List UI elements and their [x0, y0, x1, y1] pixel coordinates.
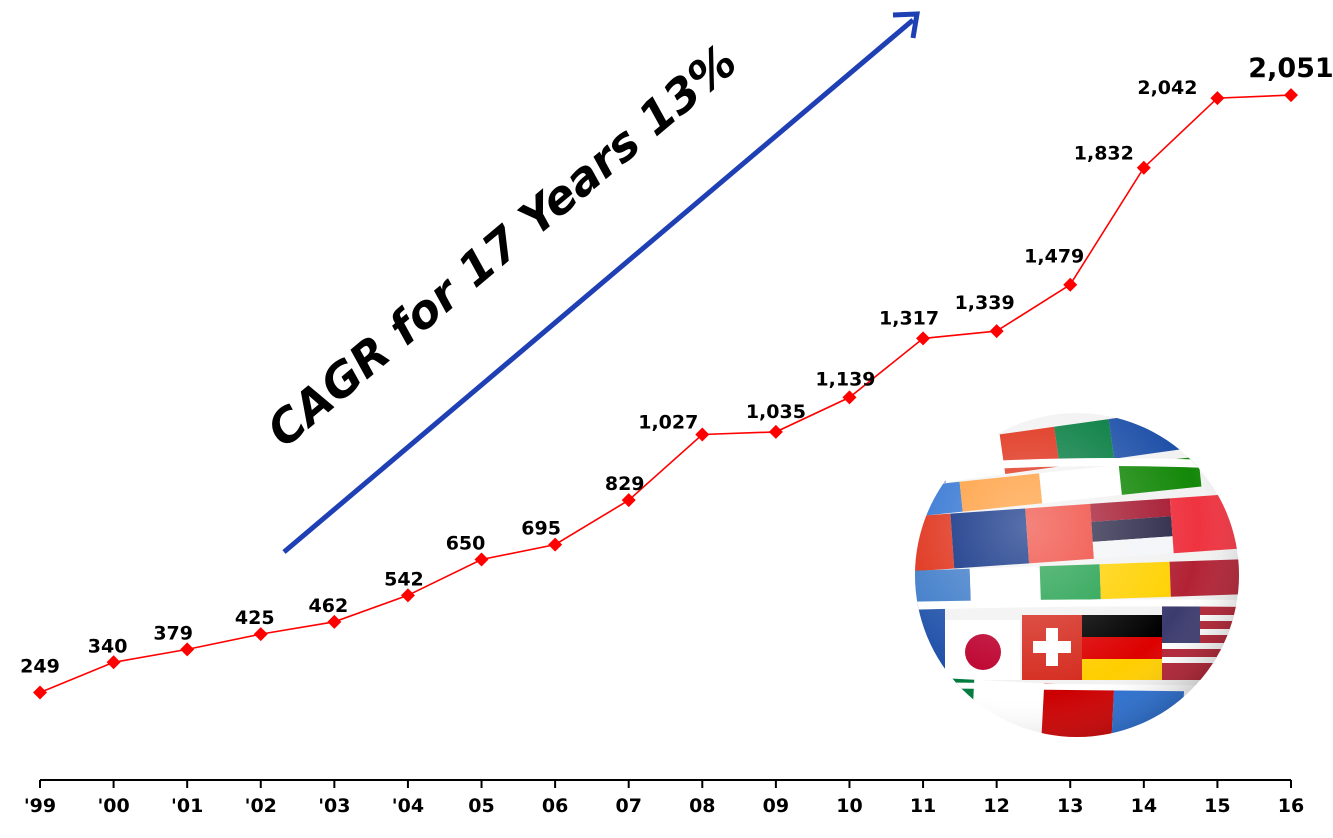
x-tick-label: 06: [542, 795, 568, 817]
data-point: [548, 537, 563, 552]
data-label: 462: [309, 595, 349, 617]
data-point: [253, 627, 268, 642]
data-label: 249: [20, 655, 60, 677]
x-tick-label: 11: [910, 795, 936, 817]
data-label: 1,027: [638, 412, 698, 434]
data-label: 2,051: [1248, 53, 1333, 84]
data-label: 1,035: [746, 401, 806, 423]
globe-flags-icon: [915, 413, 1239, 737]
data-point: [1210, 91, 1225, 106]
data-point: [33, 685, 47, 700]
data-labels: 249 340 379 425 462 542 650 695 829 1,027 1,035 1,1…: [20, 53, 1333, 677]
x-tick-label: '03: [318, 795, 350, 817]
data-point: [621, 493, 636, 508]
data-label: 1,479: [1024, 246, 1084, 268]
x-tick-label: 07: [615, 795, 641, 817]
data-label: 1,832: [1074, 143, 1134, 165]
x-tick-label: 10: [836, 795, 862, 817]
series-line: [33, 88, 1298, 700]
x-tick-label: '99: [24, 795, 56, 817]
data-label: 829: [605, 473, 645, 495]
x-tick-label: 14: [1131, 795, 1157, 817]
x-tick-label: 13: [1057, 795, 1083, 817]
data-point: [1063, 277, 1078, 292]
data-point: [180, 642, 195, 657]
data-point: [327, 614, 342, 629]
cagr-arrow: [282, 11, 920, 554]
data-label: 1,317: [879, 307, 939, 329]
data-label: 1,139: [815, 368, 875, 390]
data-label: 425: [235, 607, 275, 629]
data-label: 340: [88, 635, 128, 657]
data-label: 695: [521, 518, 561, 540]
x-axis: '99 '00 '01 '02 '03 '04 05 06 07 08 09 10 11 12 13 14 15…: [24, 779, 1304, 817]
series-path: [39, 94, 1292, 694]
data-point: [989, 324, 1004, 339]
x-tick-label: 16: [1278, 795, 1304, 817]
x-tick-label: 05: [468, 795, 494, 817]
data-label: 2,042: [1137, 77, 1197, 99]
x-tick-label: '02: [245, 795, 277, 817]
data-point: [768, 424, 783, 439]
data-point: [106, 655, 121, 670]
x-tick-label: '04: [392, 795, 424, 817]
data-label: 379: [153, 622, 193, 644]
cagr-annotation: CAGR for 17 Years 13%: [257, 34, 747, 458]
x-tick-label: '00: [97, 795, 129, 817]
data-point: [695, 427, 710, 442]
data-label: 542: [384, 568, 424, 590]
x-tick-label: 15: [1204, 795, 1230, 817]
x-tick-label: 09: [763, 795, 789, 817]
x-tick-label: 12: [983, 795, 1009, 817]
data-point: [474, 552, 489, 567]
x-tick-label: '01: [171, 795, 203, 817]
data-point: [916, 331, 931, 346]
data-point: [842, 390, 857, 405]
data-label: 1,339: [955, 292, 1015, 314]
data-label: 650: [446, 533, 486, 555]
data-point: [1136, 160, 1151, 175]
data-point: [400, 588, 415, 603]
x-tick-label: 08: [689, 795, 715, 817]
data-point: [1284, 88, 1298, 103]
